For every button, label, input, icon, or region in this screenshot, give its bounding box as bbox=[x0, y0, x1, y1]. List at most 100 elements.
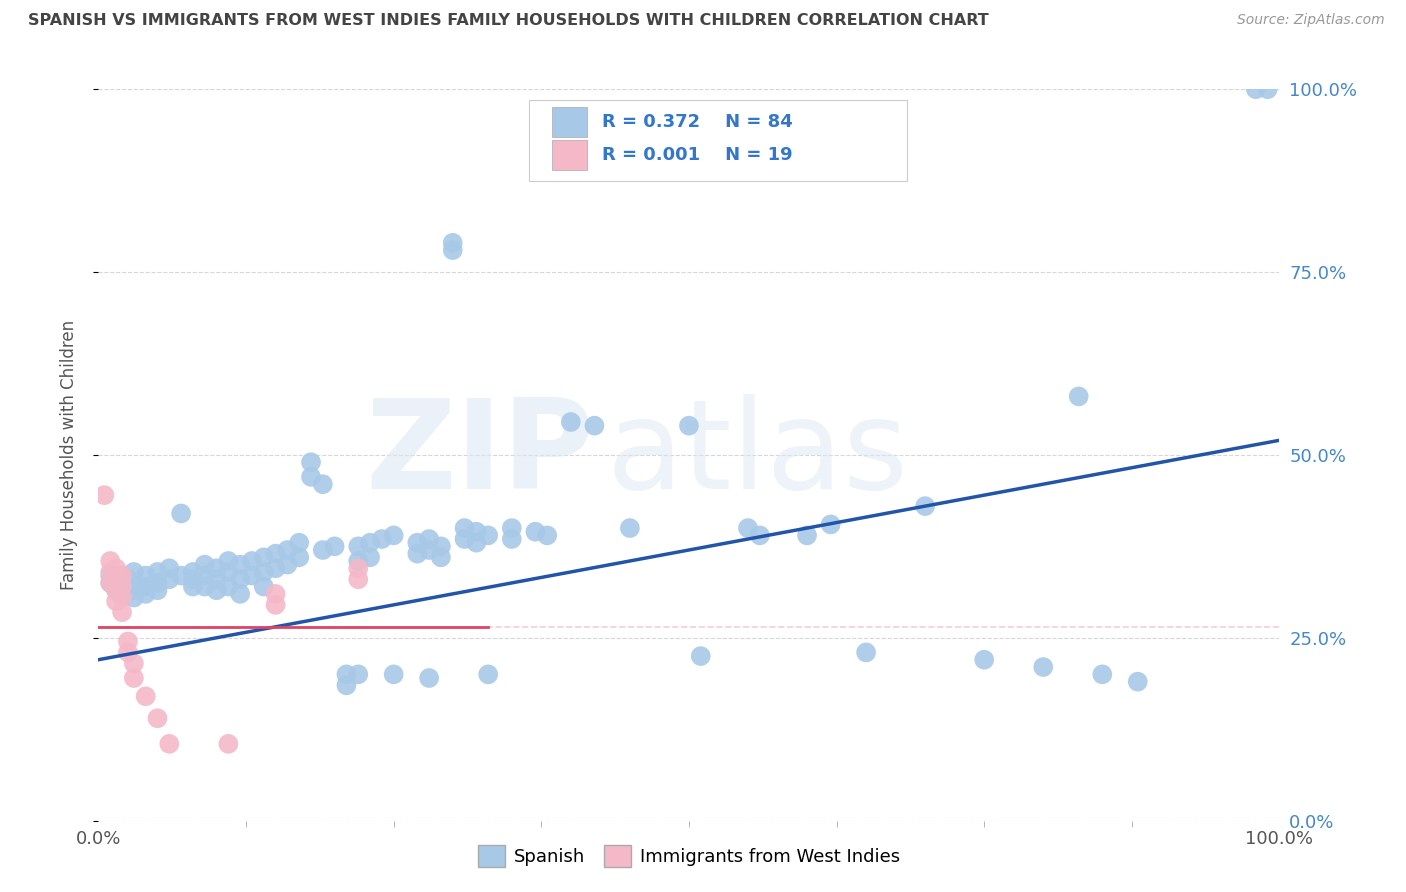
Point bbox=[111, 568, 134, 582]
Text: R = 0.001    N = 19: R = 0.001 N = 19 bbox=[602, 146, 792, 164]
Point bbox=[205, 572, 228, 586]
Point bbox=[240, 554, 263, 568]
Point bbox=[181, 580, 204, 594]
Point bbox=[737, 521, 759, 535]
Point bbox=[441, 243, 464, 257]
Point bbox=[430, 539, 453, 553]
Point bbox=[194, 568, 217, 582]
Point bbox=[477, 528, 499, 542]
Point bbox=[111, 605, 134, 619]
Point bbox=[264, 547, 287, 561]
Point bbox=[111, 568, 134, 582]
Point bbox=[748, 528, 770, 542]
Point bbox=[312, 477, 335, 491]
Point bbox=[796, 528, 818, 542]
Point bbox=[276, 543, 298, 558]
Point bbox=[1244, 82, 1267, 96]
Point bbox=[264, 561, 287, 575]
Point bbox=[205, 561, 228, 575]
Point bbox=[135, 587, 157, 601]
Point bbox=[855, 645, 877, 659]
Text: Source: ZipAtlas.com: Source: ZipAtlas.com bbox=[1237, 13, 1385, 28]
Point bbox=[105, 594, 128, 608]
Point bbox=[382, 528, 405, 542]
Point bbox=[181, 572, 204, 586]
Point bbox=[135, 690, 157, 704]
Point bbox=[229, 572, 252, 586]
Point bbox=[536, 528, 558, 542]
Point bbox=[146, 565, 169, 579]
Point bbox=[93, 488, 115, 502]
Point bbox=[98, 554, 121, 568]
Point bbox=[240, 568, 263, 582]
Point bbox=[335, 667, 357, 681]
Point bbox=[299, 470, 322, 484]
Point bbox=[347, 667, 370, 681]
Point bbox=[689, 649, 711, 664]
Point bbox=[157, 737, 180, 751]
Point bbox=[347, 572, 370, 586]
Point bbox=[217, 580, 239, 594]
Point bbox=[501, 521, 523, 535]
Point bbox=[524, 524, 547, 539]
Point bbox=[1091, 667, 1114, 681]
Point bbox=[430, 550, 453, 565]
Point bbox=[347, 539, 370, 553]
Point bbox=[146, 576, 169, 591]
Point bbox=[194, 580, 217, 594]
Point bbox=[264, 587, 287, 601]
Point bbox=[453, 532, 475, 546]
Point bbox=[312, 543, 335, 558]
Point bbox=[217, 737, 239, 751]
Point bbox=[105, 583, 128, 598]
Point bbox=[418, 543, 440, 558]
Legend: Spanish, Immigrants from West Indies: Spanish, Immigrants from West Indies bbox=[471, 838, 907, 874]
Point bbox=[111, 587, 134, 601]
Point bbox=[98, 568, 121, 582]
Point bbox=[418, 671, 440, 685]
Point bbox=[111, 580, 134, 594]
Point bbox=[253, 550, 276, 565]
Point bbox=[1126, 674, 1149, 689]
Point bbox=[465, 535, 488, 549]
Text: R = 0.372    N = 84: R = 0.372 N = 84 bbox=[602, 113, 793, 131]
Point bbox=[135, 568, 157, 582]
Point bbox=[619, 521, 641, 535]
Point bbox=[441, 235, 464, 250]
Point bbox=[288, 535, 311, 549]
Point bbox=[122, 591, 145, 605]
Point bbox=[359, 550, 381, 565]
Point bbox=[205, 583, 228, 598]
Point bbox=[288, 550, 311, 565]
Point bbox=[157, 561, 180, 575]
Point bbox=[973, 653, 995, 667]
Point bbox=[406, 547, 429, 561]
Point bbox=[583, 418, 606, 433]
Point bbox=[1257, 82, 1279, 96]
Point bbox=[347, 561, 370, 575]
Point bbox=[117, 572, 139, 586]
Point bbox=[135, 580, 157, 594]
Point bbox=[335, 678, 357, 692]
Y-axis label: Family Households with Children: Family Households with Children bbox=[59, 320, 77, 590]
Point bbox=[217, 565, 239, 579]
Point bbox=[98, 576, 121, 591]
Point bbox=[264, 598, 287, 612]
Point bbox=[820, 517, 842, 532]
Point bbox=[382, 667, 405, 681]
Point bbox=[194, 558, 217, 572]
Point bbox=[157, 572, 180, 586]
Point bbox=[122, 657, 145, 671]
Point bbox=[477, 667, 499, 681]
Point bbox=[229, 587, 252, 601]
Point bbox=[253, 580, 276, 594]
Point bbox=[453, 521, 475, 535]
Point bbox=[217, 554, 239, 568]
Point bbox=[678, 418, 700, 433]
Point bbox=[299, 455, 322, 469]
Text: SPANISH VS IMMIGRANTS FROM WEST INDIES FAMILY HOUSEHOLDS WITH CHILDREN CORRELATI: SPANISH VS IMMIGRANTS FROM WEST INDIES F… bbox=[28, 13, 988, 29]
Point bbox=[323, 539, 346, 553]
Point bbox=[181, 565, 204, 579]
Point bbox=[347, 554, 370, 568]
Point bbox=[105, 583, 128, 598]
